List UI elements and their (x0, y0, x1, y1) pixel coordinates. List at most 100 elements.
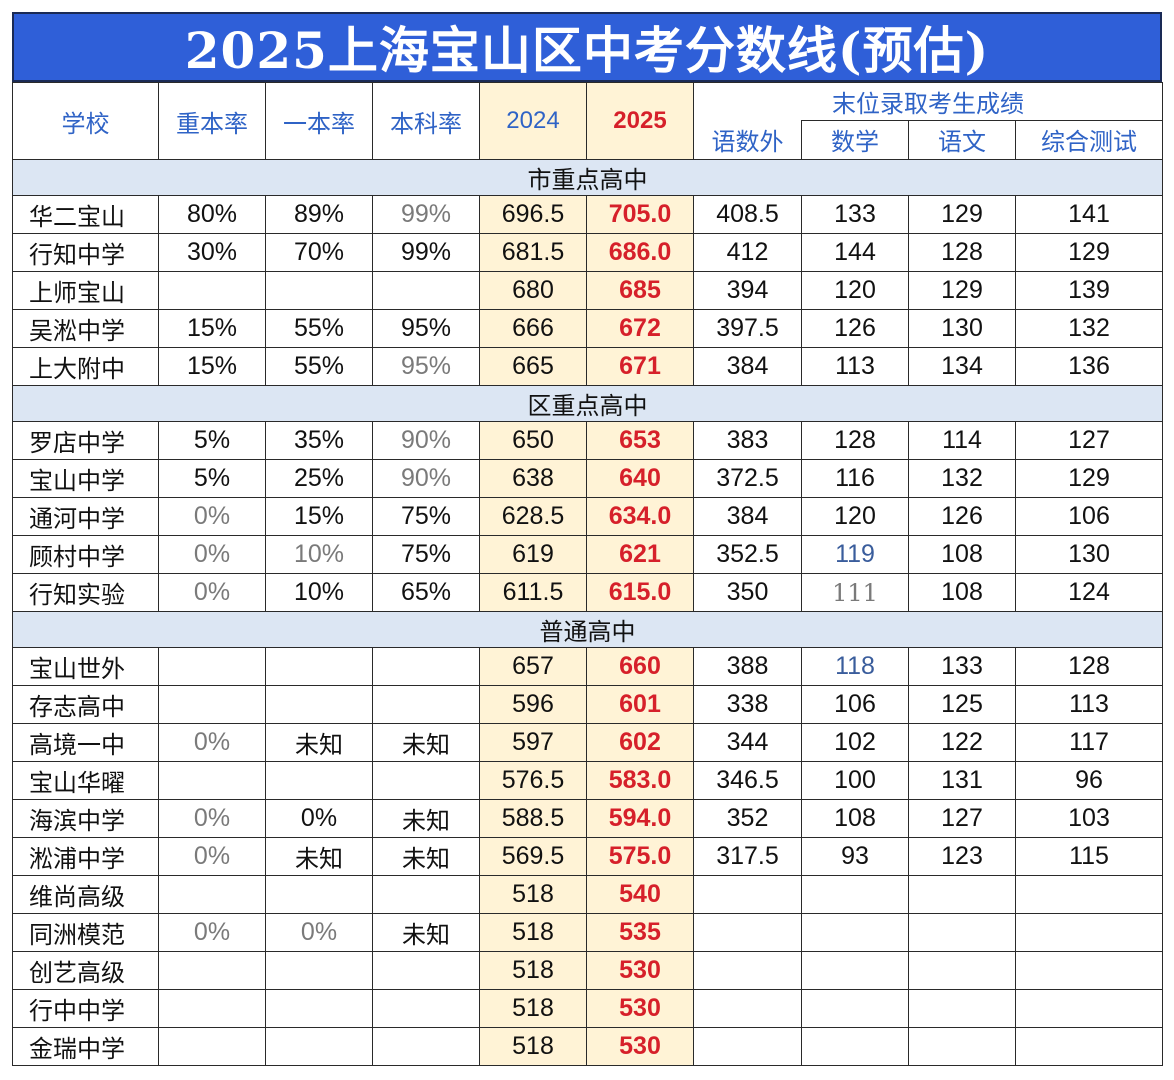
cell-math (801, 875, 909, 914)
cell-school: 行知实验 (12, 573, 159, 612)
cell-key-rate (158, 271, 266, 310)
cell-key-rate (158, 989, 266, 1028)
cell-comp: 136 (1015, 347, 1163, 386)
cell-y2024: 576.5 (479, 761, 587, 800)
cell-school: 宝山中学 (12, 459, 159, 498)
cell-tier1-rate: 35% (265, 421, 373, 460)
table-row: 罗店中学 5% 35% 90% 650 653 383 128 114 127 (12, 421, 1163, 460)
cell-y2025: 530 (586, 951, 694, 990)
cell-key-rate: 0% (158, 497, 266, 536)
cell-tier1-rate: 70% (265, 233, 373, 272)
cell-bachelor-rate (372, 685, 480, 724)
score-table: 学校 重本率 一本率 本科率 2024 2025 末位录取考生成绩 语数外 数学… (12, 82, 1163, 1066)
header-chinese: 语文 (908, 119, 1016, 161)
cell-school: 淞浦中学 (12, 837, 159, 876)
cell-bachelor-rate: 95% (372, 309, 480, 348)
cell-comp: 103 (1015, 799, 1163, 838)
cell-y2025: 530 (586, 1027, 694, 1066)
cell-comp: 117 (1015, 723, 1163, 762)
cell-tier1-rate (265, 1027, 373, 1066)
table-row: 宝山华曜 576.5 583.0 346.5 100 131 96 (12, 761, 1163, 800)
cell-tier1-rate (265, 761, 373, 800)
cell-y2025: 540 (586, 875, 694, 914)
cell-key-rate: 80% (158, 195, 266, 234)
cell-bachelor-rate: 75% (372, 535, 480, 574)
cell-comp: 113 (1015, 685, 1163, 724)
cell-tier1-rate: 89% (265, 195, 373, 234)
cell-comp (1015, 1027, 1163, 1066)
cell-chinese: 126 (908, 497, 1016, 536)
section-header-row: 普通高中 (12, 611, 1163, 648)
cell-comp: 129 (1015, 233, 1163, 272)
cell-total3: 317.5 (693, 837, 802, 876)
table-row: 同洲模范 0% 0% 未知 518 535 (12, 913, 1163, 952)
header-school: 学校 (12, 82, 159, 160)
page-title: 2025上海宝山区中考分数线(预估) (12, 12, 1162, 82)
cell-comp: 128 (1015, 647, 1163, 686)
cell-y2024: 657 (479, 647, 587, 686)
cell-school: 行知中学 (12, 233, 159, 272)
cell-school: 华二宝山 (12, 195, 159, 234)
cell-y2025: 530 (586, 989, 694, 1028)
table-row: 宝山中学 5% 25% 90% 638 640 372.5 116 132 129 (12, 459, 1163, 498)
cell-key-rate: 15% (158, 309, 266, 348)
cell-bachelor-rate (372, 989, 480, 1028)
cell-comp: 132 (1015, 309, 1163, 348)
cell-total3 (693, 875, 802, 914)
cell-chinese: 134 (908, 347, 1016, 386)
cell-comp: 139 (1015, 271, 1163, 310)
cell-math (801, 989, 909, 1028)
cell-y2024: 628.5 (479, 497, 587, 536)
table-row: 行知实验 0% 10% 65% 611.5 615.0 350 111 108 124 (12, 573, 1163, 612)
cell-comp (1015, 989, 1163, 1028)
cell-y2024: 588.5 (479, 799, 587, 838)
cell-y2024: 611.5 (479, 573, 587, 612)
cell-total3: 408.5 (693, 195, 802, 234)
cell-math: 133 (801, 195, 909, 234)
cell-y2025: 671 (586, 347, 694, 386)
cell-tier1-rate: 0% (265, 913, 373, 952)
cell-comp: 141 (1015, 195, 1163, 234)
cell-school: 顾村中学 (12, 535, 159, 574)
cell-bachelor-rate: 未知 (372, 799, 480, 838)
cell-y2024: 696.5 (479, 195, 587, 234)
header-2024: 2024 (479, 82, 587, 160)
cell-key-rate: 0% (158, 535, 266, 574)
header-row: 学校 重本率 一本率 本科率 2024 2025 末位录取考生成绩 (12, 82, 1163, 160)
cell-key-rate: 0% (158, 913, 266, 952)
header-comprehensive: 综合测试 (1015, 119, 1163, 161)
cell-school: 行中中学 (12, 989, 159, 1028)
cell-total3 (693, 989, 802, 1028)
cell-math: 111 (801, 573, 909, 612)
cell-y2024: 680 (479, 271, 587, 310)
cell-key-rate: 0% (158, 723, 266, 762)
cell-school: 存志高中 (12, 685, 159, 724)
cell-total3: 352 (693, 799, 802, 838)
cell-y2024: 619 (479, 535, 587, 574)
cell-tier1-rate: 55% (265, 347, 373, 386)
cell-tier1-rate: 10% (265, 573, 373, 612)
cell-y2025: 640 (586, 459, 694, 498)
cell-total3 (693, 1027, 802, 1066)
cell-school: 海滨中学 (12, 799, 159, 838)
header-last-admit: 末位录取考生成绩 (693, 82, 1163, 121)
cell-y2024: 681.5 (479, 233, 587, 272)
cell-comp: 127 (1015, 421, 1163, 460)
header-key-rate: 重本率 (158, 82, 266, 160)
cell-y2025: 575.0 (586, 837, 694, 876)
cell-math: 128 (801, 421, 909, 460)
cell-bachelor-rate: 90% (372, 459, 480, 498)
cell-bachelor-rate: 未知 (372, 723, 480, 762)
table-row: 海滨中学 0% 0% 未知 588.5 594.0 352 108 127 103 (12, 799, 1163, 838)
cell-bachelor-rate (372, 1027, 480, 1066)
table-row: 上师宝山 680 685 394 120 129 139 (12, 271, 1163, 310)
cell-y2024: 665 (479, 347, 587, 386)
cell-y2025: 660 (586, 647, 694, 686)
cell-math: 100 (801, 761, 909, 800)
cell-chinese (908, 1027, 1016, 1066)
cell-total3: 383 (693, 421, 802, 460)
cell-math: 102 (801, 723, 909, 762)
cell-chinese: 133 (908, 647, 1016, 686)
cell-total3: 344 (693, 723, 802, 762)
cell-school: 高境一中 (12, 723, 159, 762)
